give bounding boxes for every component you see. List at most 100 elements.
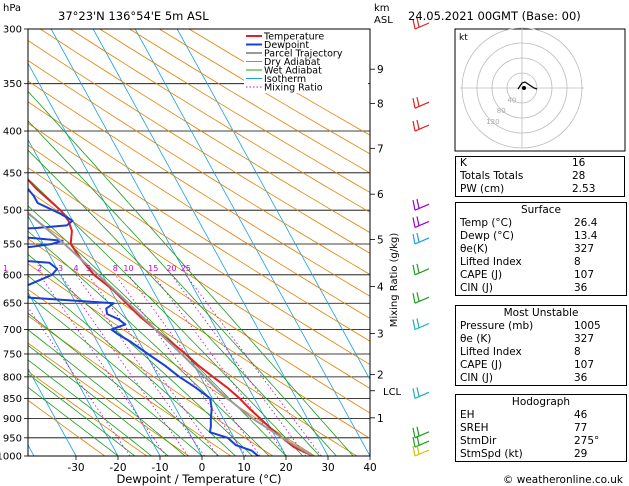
legend-entry: Wet Adiabat: [264, 66, 322, 77]
row-value: 327: [574, 333, 595, 345]
temp-tick-label: -30: [67, 462, 84, 474]
dry-adiabat-line: [28, 101, 370, 319]
location-title: 37°23'N 136°54'E 5m ASL: [58, 9, 209, 23]
mixing-ratio-label: 10: [123, 264, 133, 273]
row-value: 8: [574, 256, 581, 268]
temp-tick-label: 20: [279, 462, 292, 474]
row-value: 36: [574, 372, 588, 384]
row-label: Lifted Index: [460, 256, 522, 268]
pressure-tick-label: 650: [3, 299, 22, 310]
most-unstable-row: θe (K) 327: [456, 333, 626, 346]
wind-barb-flag: [412, 217, 416, 228]
dry-adiabat-line: [28, 213, 370, 439]
mixing-ratio-label: 3: [58, 264, 63, 273]
parcel-trajectory-series-line: [28, 211, 314, 456]
surface-row: CAPE (J) 107: [456, 269, 626, 282]
dry-adiabat-line: [28, 399, 106, 456]
most-unstable-row: CAPE (J) 107: [456, 359, 626, 372]
mixing-ratio-line: [39, 274, 167, 456]
row-label: CIN (J): [460, 372, 493, 384]
hodograph-unit-label: kt: [459, 33, 468, 43]
row-label: Dewp (°C): [460, 230, 514, 242]
most-unstable-panel: Most Unstable Pressure (mb) 1005 θe (K) 32…: [455, 305, 627, 386]
km-tick-label: 8: [377, 98, 384, 110]
wind-barb-flag: [412, 120, 416, 132]
wind-barb: [414, 322, 430, 331]
index-label: K: [460, 157, 467, 169]
wind-barb: [414, 101, 430, 109]
km-tick-label: 5: [377, 234, 384, 246]
dry-adiabat-line: [40, 29, 370, 234]
km-tick-label: 7: [377, 143, 384, 155]
pressure-tick-label: 300: [3, 25, 22, 36]
temp-tick-label: 0: [199, 462, 206, 474]
row-label: CAPE (J): [460, 359, 503, 371]
pressure-tick-label: 850: [3, 394, 22, 405]
wind-barb-flag: [416, 17, 420, 28]
row-label: EH: [460, 409, 475, 421]
wind-barb-flag: [412, 200, 416, 211]
index-label: Totals Totals: [460, 170, 524, 182]
wind-barb-flag: [416, 119, 420, 130]
row-label: CIN (J): [460, 282, 493, 294]
hodograph-title: Hodograph: [511, 396, 571, 408]
wind-barb-flag: [416, 232, 420, 243]
row-value: 107: [574, 359, 595, 371]
temp-tick-label: -20: [109, 462, 126, 474]
wind-barb-flag: [412, 427, 416, 438]
wind-barb-flag: [416, 426, 420, 436]
wind-barb-flag: [416, 216, 420, 226]
row-value: 29: [574, 448, 588, 460]
pressure-tick-label: 750: [3, 349, 22, 360]
wet-adiabat-line: [28, 178, 304, 456]
dry-adiabat-line: [28, 342, 190, 456]
pressure-tick-label: 500: [3, 206, 22, 217]
row-label: θe (K): [460, 333, 492, 345]
temp-tick-label: 40: [363, 462, 376, 474]
dewpoint-series-line: [28, 187, 259, 456]
hodograph-storm-marker: [522, 86, 526, 90]
wind-barb-flag: [412, 98, 416, 109]
dry-adiabat-line: [28, 60, 370, 275]
lcl-label: LCL: [383, 387, 402, 398]
row-value: 13.4: [574, 230, 598, 242]
wind-barb-flag: [416, 292, 420, 302]
wet-adiabat-line: [28, 329, 186, 456]
km-label: km: [374, 3, 390, 14]
row-value: 36: [574, 282, 588, 294]
km-tick-label: 3: [377, 329, 384, 341]
row-label: Temp (°C): [460, 217, 513, 229]
pressure-tick-label: 350: [3, 79, 22, 90]
wet-adiabat-line: [28, 205, 287, 456]
mixing-ratio-label: 5: [86, 264, 91, 273]
temp-tick-label: 10: [237, 462, 250, 474]
hodograph-panel: Hodograph EH 46 SREH 77 StmDir 275° StmSpd …: [455, 394, 627, 462]
surface-row: Lifted Index 8: [456, 256, 626, 269]
wind-barb-flag: [412, 388, 416, 399]
wind-barb-flag: [416, 444, 420, 455]
dry-adiabat-line: [28, 144, 370, 366]
legend-background: [244, 31, 368, 93]
datetime-title: 24.05.2021 00GMT (Base: 00): [408, 9, 581, 23]
row-value: 46: [574, 409, 588, 421]
pressure-tick-label: 550: [3, 239, 22, 250]
surface-panel: Surface Temp (°C) 26.4 Dewp (°C) 13.4 θe(K…: [455, 202, 627, 296]
row-label: SREH: [460, 422, 489, 434]
mixing-ratio-line: [60, 274, 189, 456]
surface-row: θe(K) 327: [456, 243, 626, 256]
pressure-tick-label: 700: [3, 325, 22, 336]
dry-adiabat-line: [28, 370, 148, 456]
index-value: 28: [572, 170, 586, 182]
hodograph-ring-label: 80: [497, 107, 506, 115]
wind-barb: [414, 220, 430, 229]
mixing-ratio-label: 25: [181, 264, 191, 273]
wet-adiabat-line: [28, 90, 354, 456]
wet-adiabat-line: [28, 359, 152, 456]
most-unstable-row: Lifted Index 8: [456, 346, 626, 359]
wind-barb: [414, 391, 430, 399]
wind-barb: [414, 449, 430, 457]
km-tick-label: 2: [377, 370, 384, 382]
wind-barb: [414, 203, 430, 211]
surface-row: Dewp (°C) 13.4: [456, 230, 626, 243]
km-tick-label: 9: [377, 64, 384, 76]
